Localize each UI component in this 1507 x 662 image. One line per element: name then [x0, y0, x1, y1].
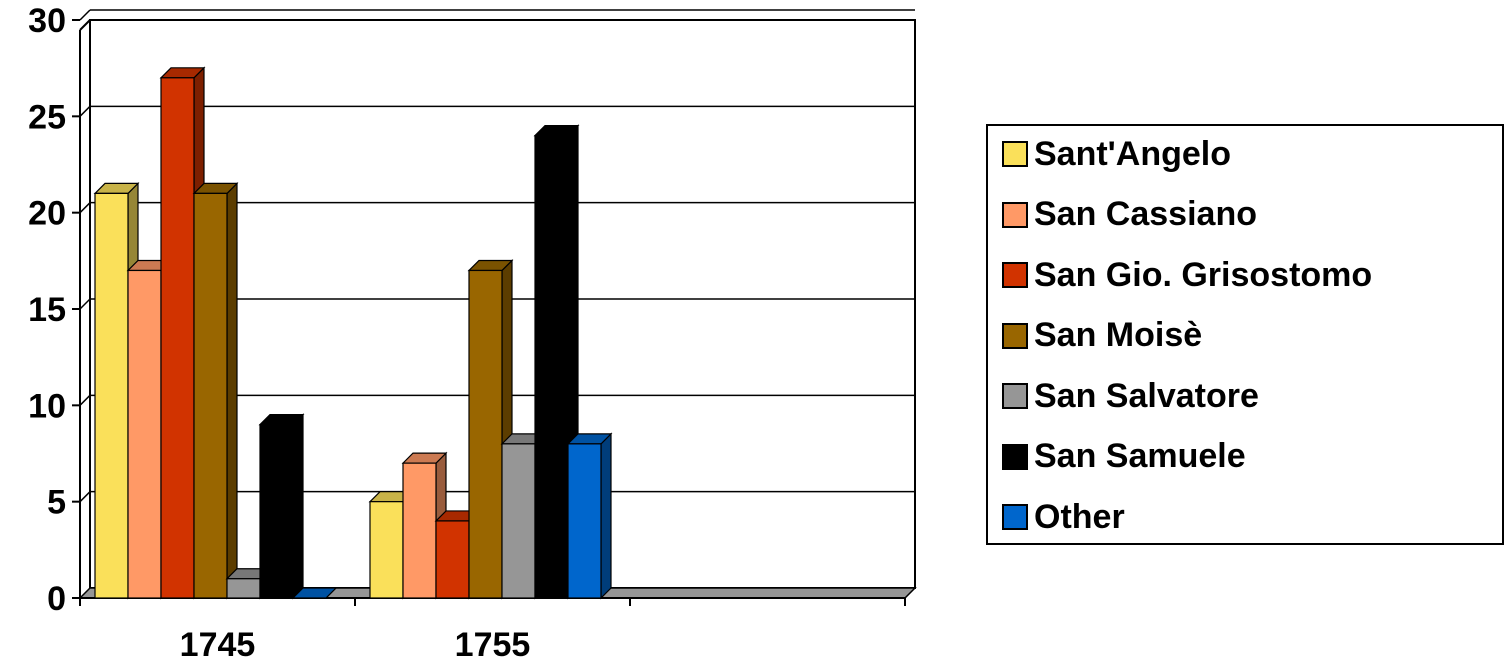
bar-front — [127, 269, 162, 599]
y-tick-label: 20 — [28, 195, 66, 233]
bar-front — [193, 192, 228, 599]
gridline-side — [79, 9, 91, 21]
gridline-side — [79, 298, 91, 310]
legend-label: Other — [1034, 497, 1125, 536]
legend-swatch — [1002, 141, 1028, 167]
legend-item: San Gio. Grisostomo — [1002, 255, 1372, 295]
x-tick-label: 1755 — [455, 626, 531, 662]
legend-label: San Gio. Grisostomo — [1034, 255, 1373, 294]
legend-item: Sant'Angelo — [1002, 134, 1231, 174]
legend-item: San Moisè — [1002, 316, 1202, 356]
x-tick-label: 1745 — [180, 626, 256, 662]
legend-swatch — [1002, 322, 1028, 349]
y-tick-label: 15 — [28, 291, 66, 329]
bars — [93, 66, 613, 600]
bar-front — [534, 135, 569, 599]
bar-top — [291, 587, 338, 599]
gridline-side — [79, 105, 91, 117]
bar-front — [468, 269, 503, 599]
x-axis-ticks: 1745 1755 — [79, 598, 906, 662]
y-tick-label: 25 — [28, 98, 66, 136]
legend-item: San Cassiano — [1002, 195, 1257, 235]
legend-label: Sant'Angelo — [1034, 134, 1231, 173]
legend-swatch — [1002, 504, 1028, 530]
bar-front — [160, 77, 195, 599]
y-tick-label: 10 — [28, 387, 66, 425]
y-axis-top-edge — [79, 19, 91, 31]
bar-side — [600, 432, 612, 600]
legend-item: Other — [1002, 497, 1125, 537]
legend-item: San Samuele — [1002, 437, 1246, 477]
legend-item: San Salvatore — [1002, 376, 1259, 416]
legend-swatch — [1002, 201, 1028, 228]
legend-swatch — [1002, 262, 1028, 288]
bar-front — [94, 192, 129, 599]
bar-front — [226, 578, 261, 599]
gridline-side — [79, 491, 91, 503]
gridline-side — [79, 202, 91, 214]
y-tick-label: 0 — [47, 580, 66, 618]
bar-front — [369, 501, 404, 599]
bar — [192, 181, 239, 600]
bar — [291, 587, 338, 599]
bar-front — [435, 520, 470, 599]
bar — [566, 432, 613, 600]
bar-front — [501, 443, 536, 599]
bar-side — [292, 413, 304, 600]
y-tick-label: 30 — [28, 2, 66, 40]
legend-label: San Samuele — [1034, 437, 1246, 475]
y-axis-ticks: 0 5 10 15 20 25 30 — [28, 2, 80, 618]
bar-front — [567, 443, 602, 599]
gridline-side — [79, 394, 91, 406]
legend-label: San Moisè — [1034, 316, 1203, 354]
legend-swatch — [1002, 443, 1028, 470]
y-tick-label: 5 — [47, 484, 66, 522]
legend-label: San Salvatore — [1034, 376, 1259, 415]
legend-swatch — [1002, 383, 1028, 409]
bar-front — [402, 462, 437, 599]
bar-front — [259, 424, 294, 599]
legend-label: San Cassiano — [1034, 195, 1257, 233]
legend: Sant'Angelo San Cassiano San Gio. Grisosto… — [986, 124, 1504, 545]
bar — [258, 413, 305, 600]
bar-side — [226, 181, 238, 600]
